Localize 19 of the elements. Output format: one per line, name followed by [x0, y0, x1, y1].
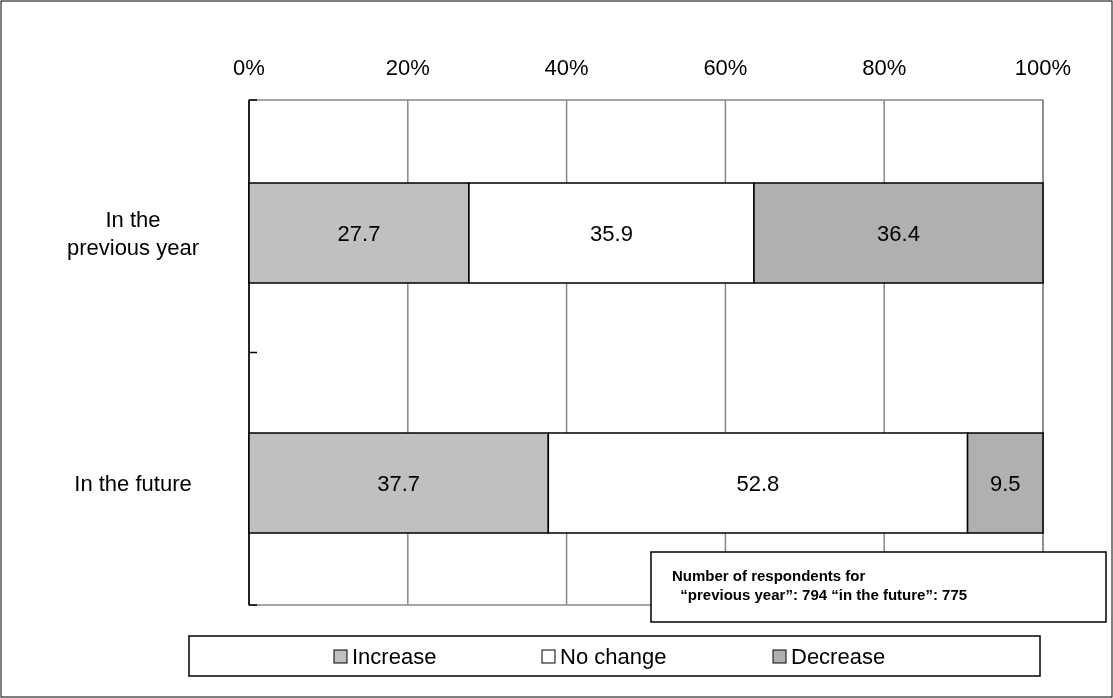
data-label: 27.7: [337, 220, 381, 246]
x-tick-label: 40%: [544, 55, 589, 80]
legend-label: Increase: [352, 644, 437, 669]
legend-label: No change: [560, 644, 667, 669]
note-box: Number of respondents for “previous year”: 794 “in the future”: 775: [650, 551, 1107, 623]
annotation: Number of respondents for “previous year”: 794 “in the future”: 775: [672, 567, 968, 603]
x-tick-label: 0%: [233, 55, 265, 80]
x-tick-label: 20%: [385, 55, 430, 80]
data-label: 35.9: [590, 220, 633, 246]
legend-label: Decrease: [791, 644, 886, 669]
data-label: 52.8: [736, 470, 780, 496]
y-tick-label: In the future: [74, 471, 192, 496]
data-label: 9.5: [989, 470, 1021, 496]
x-tick-label: 100%: [1014, 55, 1072, 80]
data-label: 36.4: [877, 220, 920, 246]
x-tick-label: 60%: [703, 55, 748, 80]
y-tick-label: In the previous year: [66, 207, 200, 260]
data-label: 37.7: [377, 470, 421, 496]
x-tick-label: 80%: [862, 55, 907, 80]
